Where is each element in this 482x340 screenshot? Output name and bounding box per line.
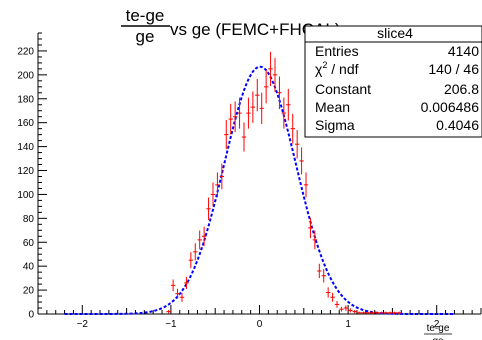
x-tick-label: −2 <box>77 319 89 330</box>
data-point <box>356 311 362 314</box>
data-point <box>396 311 402 314</box>
data-point <box>179 292 185 302</box>
data-point <box>250 91 256 123</box>
data-point <box>255 79 260 112</box>
data-point <box>294 129 300 159</box>
data-point <box>277 76 282 110</box>
data-point <box>339 306 344 312</box>
title-rest: vs ge (FEMC+FHCAL) <box>170 20 341 39</box>
data-point <box>365 311 371 314</box>
y-tick-label: 180 <box>17 94 34 105</box>
data-point <box>259 92 264 125</box>
chi-label-rest: / ndf <box>327 61 358 77</box>
data-point <box>170 279 176 292</box>
y-tick-label: 220 <box>17 46 34 57</box>
data-point <box>210 182 216 207</box>
chart-title: te-ge ge vs ge (FEMC+FHCAL) <box>121 6 341 46</box>
data-point <box>188 252 194 269</box>
x-tick-label: 2 <box>434 319 440 330</box>
data-point <box>387 311 393 314</box>
y-tick-label: 0 <box>28 310 34 321</box>
data-point <box>201 226 207 246</box>
data-point <box>272 57 278 92</box>
x-axis-label-numerator: te-ge <box>427 323 450 334</box>
data-point <box>197 230 202 250</box>
data-point <box>321 268 326 283</box>
data-point <box>175 288 180 299</box>
data-point <box>286 88 291 121</box>
data-point <box>193 243 198 261</box>
stat-value-constant: 206.8 <box>444 81 479 97</box>
data-point <box>308 217 313 239</box>
data-point <box>370 311 375 314</box>
y-tick-label: 120 <box>17 166 34 177</box>
y-tick-label: 60 <box>23 238 35 249</box>
data-point <box>299 147 304 175</box>
y-tick-label: 140 <box>17 142 34 153</box>
title-numerator: te-ge <box>126 6 165 25</box>
data-point <box>303 172 309 198</box>
data-point <box>219 163 225 190</box>
stat-label-mean: Mean <box>315 99 350 115</box>
y-tick-label: 80 <box>23 214 35 225</box>
data-point <box>374 311 380 314</box>
data-point <box>325 287 331 298</box>
stats-box-frame <box>304 25 482 138</box>
stat-value-chi2: 140 / 46 <box>428 61 479 77</box>
data-point <box>352 309 357 314</box>
stat-label-sigma: Sigma <box>315 117 355 133</box>
x-axis-label: te-ge ge <box>424 323 452 340</box>
data-point <box>184 276 189 290</box>
data-point <box>268 51 273 86</box>
stat-value-sigma: 0.4046 <box>436 117 479 133</box>
data-point <box>348 308 353 313</box>
y-tick-label: 160 <box>17 118 34 129</box>
data-point <box>312 230 318 250</box>
chi-symbol: χ <box>315 61 323 77</box>
stat-label-constant: Constant <box>315 81 371 97</box>
y-tick-label: 40 <box>23 262 35 273</box>
x-tick-label: −1 <box>165 319 177 330</box>
title-denominator: ge <box>136 27 155 46</box>
x-tick-label: 1 <box>345 319 351 330</box>
data-point <box>224 119 229 150</box>
data-point <box>379 311 384 314</box>
data-point <box>228 103 233 135</box>
data-point <box>361 311 366 314</box>
data-point <box>263 70 269 104</box>
data-point <box>241 122 247 152</box>
data-point <box>290 113 295 144</box>
data-point <box>232 101 238 133</box>
data-point <box>330 292 335 302</box>
x-axis-label-denominator: ge <box>432 336 444 340</box>
data-point <box>392 311 397 314</box>
stat-label-entries: Entries <box>315 43 359 59</box>
y-tick-label: 20 <box>23 286 35 297</box>
stats-box: slice4 Entries 4140 χ2 / ndf 140 / 46 Co… <box>304 25 482 138</box>
data-point <box>281 97 287 129</box>
stat-value-mean: 0.006486 <box>421 99 480 115</box>
chi-superscript: 2 <box>322 60 327 70</box>
data-point <box>215 172 220 198</box>
y-tick-label: 100 <box>17 190 34 201</box>
data-point <box>237 97 242 129</box>
stat-value-entries: 4140 <box>448 43 479 59</box>
data-point <box>383 311 388 314</box>
data-point <box>334 301 340 308</box>
x-tick-label: 0 <box>257 319 263 330</box>
data-points <box>166 51 402 314</box>
data-point <box>317 263 322 279</box>
stat-label-chi2: χ2 / ndf <box>315 60 359 77</box>
data-point <box>166 309 171 314</box>
y-tick-label: 200 <box>17 70 34 81</box>
data-point <box>246 97 251 129</box>
stats-box-name: slice4 <box>377 25 413 41</box>
data-point <box>206 197 211 220</box>
data-point <box>343 305 349 311</box>
